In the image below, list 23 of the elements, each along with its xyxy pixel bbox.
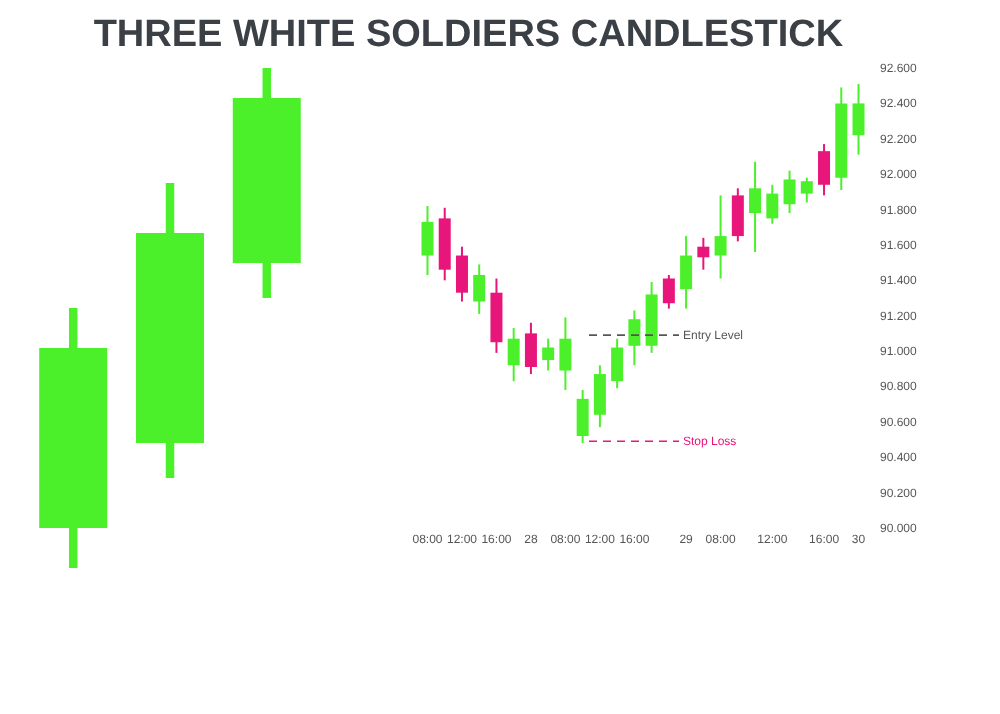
candlestick: [542, 337, 555, 372]
candlestick: [524, 321, 537, 376]
text: THREE WHITE SOLDIERS CANDLESTICK: [93, 14, 844, 56]
candlestick: [680, 235, 693, 310]
candlestick: [507, 327, 520, 383]
candlestick: [455, 245, 468, 303]
candlestick: [749, 160, 762, 253]
candlestick: [421, 205, 434, 276]
candlestick: [818, 143, 831, 197]
candlestick: [766, 183, 779, 225]
candlestick: [697, 236, 710, 271]
candlestick: [852, 82, 865, 156]
candlestick: [611, 337, 624, 390]
candlestick: [559, 316, 572, 391]
candlestick: [593, 364, 606, 429]
candlestick: [714, 194, 727, 280]
candlestick: [783, 169, 796, 215]
candlestick: [731, 187, 744, 243]
candlestick: [800, 176, 813, 204]
candlestick: [628, 309, 641, 367]
candlestick: [662, 274, 675, 310]
candlestick: [576, 389, 589, 445]
candlestick: [473, 263, 486, 315]
